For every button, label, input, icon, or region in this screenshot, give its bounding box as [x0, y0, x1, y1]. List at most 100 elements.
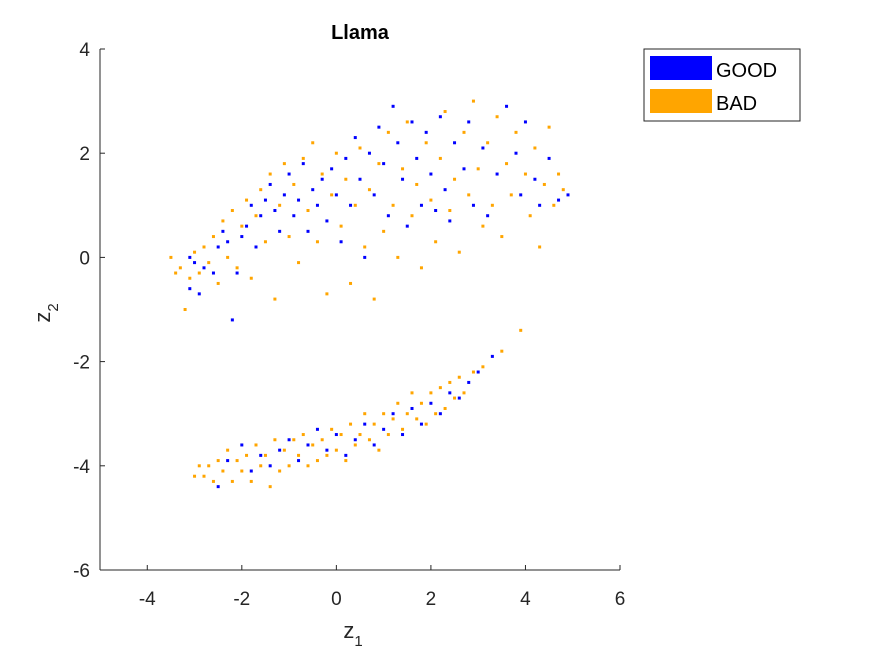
point-good — [334, 433, 338, 437]
x-tick-label: -2 — [233, 589, 250, 610]
point-bad — [254, 443, 258, 447]
point-bad — [429, 391, 433, 395]
point-bad — [358, 146, 362, 150]
y-axis-label: z2 — [30, 303, 62, 322]
point-good — [391, 412, 395, 416]
point-bad — [183, 308, 187, 311]
point-good — [278, 448, 282, 452]
x-axis-label-main: z — [343, 618, 354, 643]
point-bad — [481, 365, 485, 369]
point-bad — [240, 224, 244, 228]
point-bad — [490, 203, 494, 207]
point-good — [297, 198, 301, 202]
point-bad — [538, 245, 542, 249]
point-bad — [401, 167, 405, 171]
point-good — [519, 193, 523, 197]
point-bad — [462, 130, 466, 134]
x-tick-label: 2 — [426, 589, 437, 610]
point-bad — [259, 464, 263, 468]
x-tick-label: 4 — [520, 589, 531, 610]
point-good — [372, 193, 376, 197]
point-good — [557, 198, 561, 202]
point-bad — [315, 459, 319, 463]
point-good — [424, 130, 428, 134]
point-bad — [216, 281, 220, 285]
point-bad — [401, 427, 405, 431]
x-ticks: -4 -2 0 2 4 6 — [139, 565, 625, 610]
point-good — [523, 120, 527, 124]
x-tick-label: 0 — [331, 589, 342, 610]
point-good — [353, 438, 357, 442]
point-bad — [226, 448, 230, 452]
point-good — [282, 193, 286, 197]
point-bad — [405, 412, 409, 416]
point-bad — [263, 240, 267, 244]
point-bad — [306, 209, 310, 213]
point-good — [443, 188, 447, 192]
point-good — [211, 271, 215, 275]
point-bad — [486, 141, 490, 145]
y-axis-label-main: z — [30, 312, 55, 323]
point-bad — [292, 438, 296, 442]
point-bad — [297, 453, 301, 457]
point-bad — [235, 266, 239, 270]
point-good — [533, 177, 537, 181]
point-good — [401, 177, 405, 181]
plot-points — [169, 99, 570, 489]
point-bad — [178, 266, 182, 270]
point-good — [349, 203, 353, 207]
point-bad — [259, 188, 263, 192]
point-bad — [349, 422, 353, 426]
point-bad — [462, 391, 466, 395]
point-bad — [415, 417, 419, 421]
point-good — [419, 203, 423, 207]
point-good — [486, 214, 490, 218]
point-bad — [396, 255, 400, 259]
point-good — [344, 453, 348, 457]
point-good — [235, 271, 239, 275]
point-bad — [330, 427, 334, 431]
y-ticks: -6 -4 -2 0 2 4 — [73, 40, 105, 582]
point-bad — [202, 245, 206, 249]
point-good — [259, 453, 263, 457]
point-good — [495, 172, 499, 176]
point-good — [344, 156, 348, 160]
point-good — [386, 214, 390, 218]
point-bad — [334, 151, 338, 155]
point-bad — [292, 182, 296, 186]
point-bad — [453, 396, 457, 400]
point-bad — [533, 146, 537, 150]
y-tick-label: -2 — [73, 353, 90, 374]
point-bad — [325, 292, 329, 296]
point-good — [467, 120, 471, 124]
point-bad — [306, 464, 310, 468]
point-good — [471, 203, 475, 207]
point-bad — [519, 328, 523, 332]
point-bad — [419, 401, 423, 405]
point-good — [377, 125, 381, 129]
x-axis-label-sub: 1 — [354, 633, 362, 650]
point-good — [306, 443, 310, 447]
point-bad — [500, 349, 504, 353]
point-good — [330, 167, 334, 171]
point-good — [363, 422, 367, 426]
point-good — [457, 396, 461, 400]
point-good — [306, 229, 310, 233]
point-good — [438, 412, 442, 416]
point-good — [287, 172, 291, 176]
point-bad — [235, 459, 239, 463]
point-good — [249, 203, 253, 207]
point-good — [481, 146, 485, 150]
point-bad — [424, 422, 428, 426]
point-good — [287, 438, 291, 442]
point-bad — [363, 245, 367, 249]
point-good — [216, 245, 220, 249]
point-bad — [211, 235, 215, 239]
point-bad — [386, 130, 390, 134]
point-good — [547, 156, 551, 160]
point-good — [268, 182, 272, 186]
point-bad — [505, 162, 509, 166]
y-tick-label: 2 — [79, 144, 90, 165]
point-good — [197, 292, 201, 296]
